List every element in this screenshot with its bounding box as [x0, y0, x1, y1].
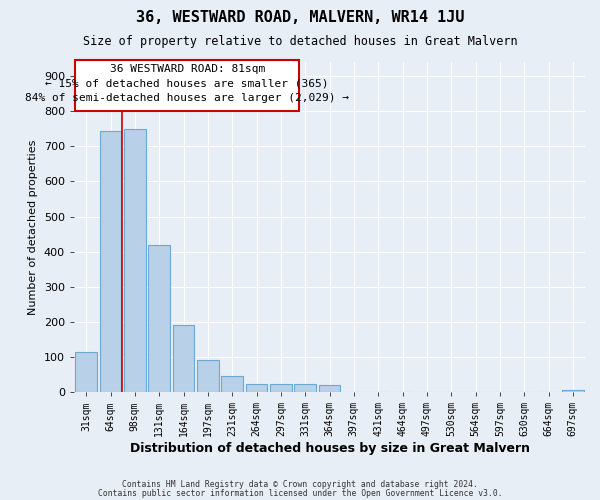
Y-axis label: Number of detached properties: Number of detached properties [28, 140, 38, 315]
Text: Contains public sector information licensed under the Open Government Licence v3: Contains public sector information licen… [98, 488, 502, 498]
Text: Size of property relative to detached houses in Great Malvern: Size of property relative to detached ho… [83, 35, 517, 48]
Bar [197, 360, 219, 392]
Bar [221, 376, 243, 392]
Text: Contains HM Land Registry data © Crown copyright and database right 2024.: Contains HM Land Registry data © Crown c… [122, 480, 478, 489]
Bar [245, 384, 268, 392]
Bar [173, 324, 194, 392]
X-axis label: Distribution of detached houses by size in Great Malvern: Distribution of detached houses by size … [130, 442, 530, 455]
Text: 36 WESTWARD ROAD: 81sqm: 36 WESTWARD ROAD: 81sqm [110, 64, 265, 74]
Bar [294, 384, 316, 392]
Bar [562, 390, 584, 392]
Bar [148, 244, 170, 392]
Bar [124, 129, 146, 392]
Text: 84% of semi-detached houses are larger (2,029) →: 84% of semi-detached houses are larger (… [25, 93, 349, 103]
Bar [75, 352, 97, 392]
Text: ← 15% of detached houses are smaller (365): ← 15% of detached houses are smaller (36… [46, 78, 329, 88]
Bar [270, 384, 292, 392]
Bar [100, 131, 121, 392]
Text: 36, WESTWARD ROAD, MALVERN, WR14 1JU: 36, WESTWARD ROAD, MALVERN, WR14 1JU [136, 10, 464, 25]
FancyBboxPatch shape [75, 60, 299, 111]
Bar [319, 386, 340, 392]
